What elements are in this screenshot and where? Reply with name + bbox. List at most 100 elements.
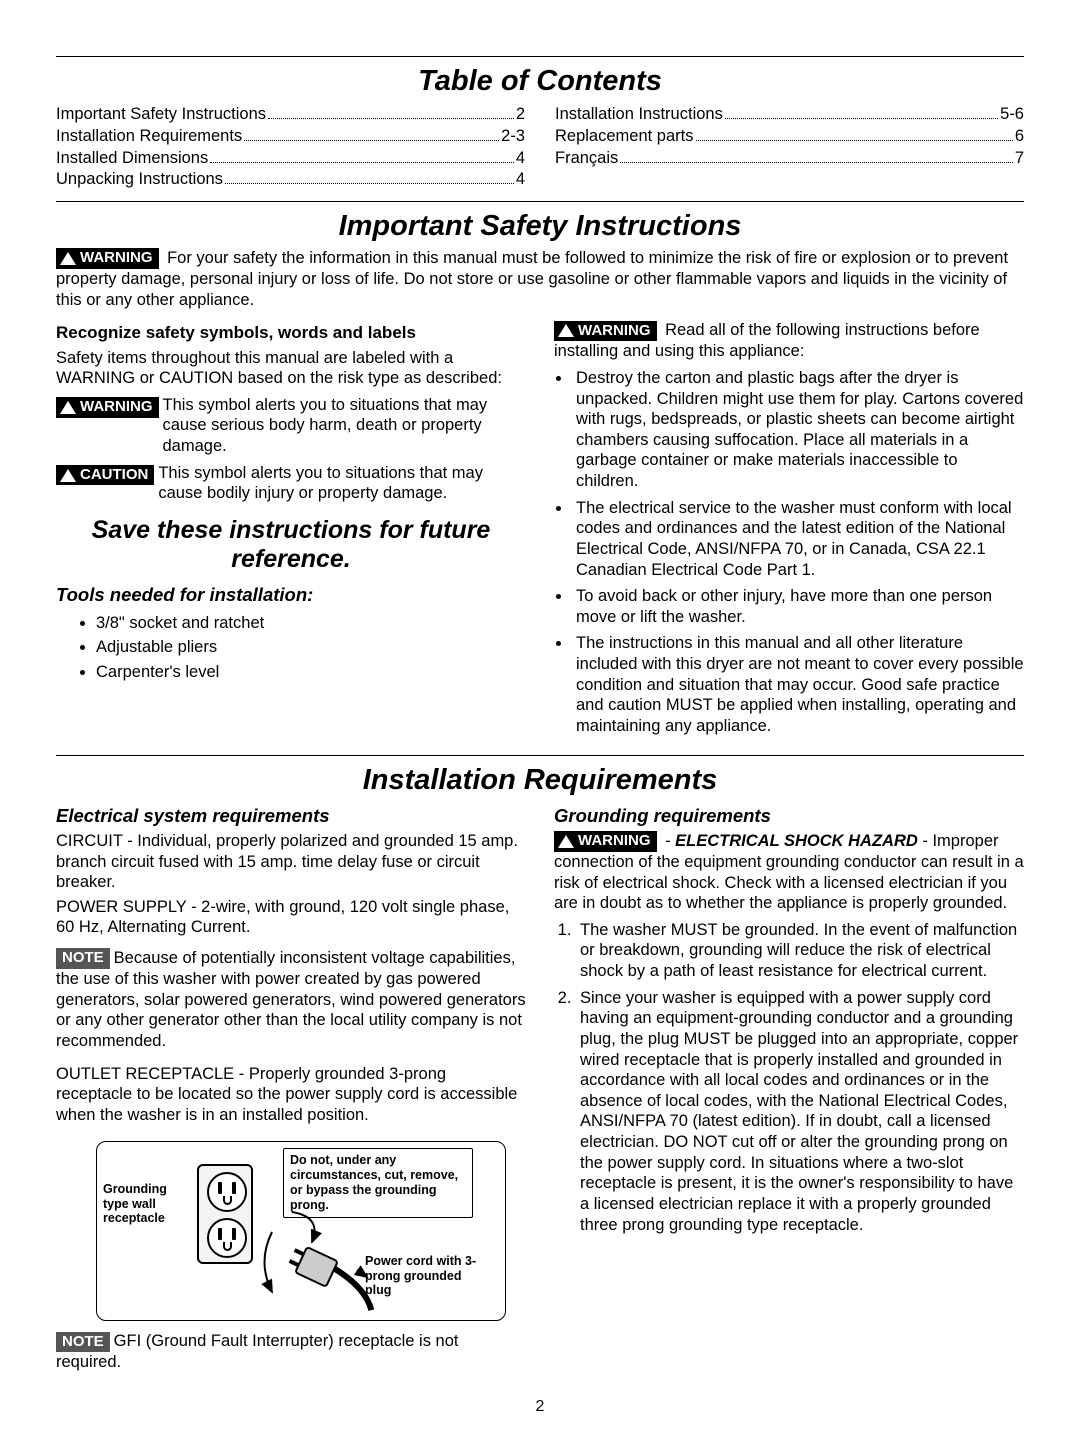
install-right-col: Grounding requirements WARNING - ELECTRI… [554,804,1024,1377]
recognize-body: Safety items throughout this manual are … [56,348,526,389]
caution-badge-text: CAUTION [80,466,148,485]
ground-warn-row: WARNING - ELECTRICAL SHOCK HAZARD - Impr… [554,831,1024,914]
warning-symbol-row: WARNING This symbol alerts you to situat… [56,395,526,457]
warning-badge-text: WARNING [578,322,651,341]
note-badge: NOTE [56,1332,110,1353]
elec-note-text: Because of potentially inconsistent volt… [56,949,526,1050]
warning-badge: WARNING [554,321,657,342]
ground-heading: Grounding requirements [554,804,1024,827]
toc-page: 5-6 [1000,104,1024,125]
divider-rule-1 [56,201,1024,202]
warning-desc-text: This symbol alerts you to situations tha… [163,395,527,457]
toc-page: 7 [1015,148,1024,169]
caution-badge: CAUTION [56,465,154,486]
install-left-col: Electrical system requirements CIRCUIT -… [56,804,526,1377]
toc-row: Installed Dimensions 4 [56,148,525,169]
toc-page: 6 [1015,126,1024,147]
outlet-graphic [197,1164,253,1264]
toc-row: Installation Requirements 2-3 [56,126,525,147]
toc-right-col: Installation Instructions 5-6Replacement… [555,103,1024,191]
elec-heading: Electrical system requirements [56,804,526,827]
toc-row: Installation Instructions 5-6 [555,104,1024,125]
tool-item: Carpenter's level [96,662,526,683]
toc-dots [244,140,499,141]
toc-dots [620,162,1013,163]
caution-desc-text: This symbol alerts you to situations tha… [158,463,526,504]
outlet-diagram: Grounding type wall receptacle Do not, u… [96,1141,506,1321]
install-req-heading: Installation Requirements [56,762,1024,798]
toc-label: Replacement parts [555,126,694,147]
safety-bullet: The electrical service to the washer mus… [572,498,1024,581]
grounding-item: Since your washer is equipped with a pow… [576,988,1024,1236]
diagram-plug-label: Power cord with 3-prong grounded plug [365,1254,485,1297]
divider-rule-2 [56,755,1024,756]
toc-label: Unpacking Instructions [56,169,223,190]
toc-dots [725,118,998,119]
safety-bullet: Destroy the carton and plastic bags afte… [572,368,1024,492]
gfi-note-row: NOTEGFI (Ground Fault Interrupter) recep… [56,1331,526,1373]
elec-circuit: CIRCUIT - Individual, properly polarized… [56,831,526,893]
ground-hazard-text: ELECTRICAL SHOCK HAZARD [675,832,918,850]
warning-badge-text: WARNING [578,832,651,851]
toc-label: Installation Instructions [555,104,723,125]
safety-top-paragraph: WARNING For your safety the information … [56,248,1024,310]
save-instructions-heading: Save these instructions for future refer… [56,516,526,574]
safety-bullet: The instructions in this manual and all … [572,633,1024,736]
tool-item: 3/8" socket and ratchet [96,613,526,634]
toc-label: Installed Dimensions [56,148,208,169]
safety-left-col: Recognize safety symbols, words and labe… [56,316,526,742]
tools-heading: Tools needed for installation: [56,583,526,606]
note-badge: NOTE [56,948,110,969]
diagram-receptacle-label: Grounding type wall receptacle [103,1182,189,1225]
tools-list: 3/8" socket and ratchet Adjustable pliers… [56,613,526,683]
caution-triangle-icon [60,469,76,482]
right-warn-intro: WARNING Read all of the following instru… [554,320,1024,362]
elec-power: POWER SUPPLY - 2-wire, with ground, 120 … [56,897,526,938]
page-number: 2 [56,1397,1024,1417]
toc-row: Important Safety Instructions 2 [56,104,525,125]
toc-label: Important Safety Instructions [56,104,266,125]
toc-row: Français 7 [555,148,1024,169]
toc-page: 4 [516,169,525,190]
toc-dots [268,118,514,119]
toc-label: Installation Requirements [56,126,242,147]
elec-outlet: OUTLET RECEPTACLE - Properly grounded 3-… [56,1064,526,1126]
toc-heading: Table of Contents [56,63,1024,99]
safety-top-text: For your safety the information in this … [56,249,1008,309]
toc-page: 2-3 [501,126,525,147]
warning-badge: WARNING [56,248,159,269]
warning-badge-text: WARNING [80,398,153,417]
plug-graphic [252,1202,382,1312]
warning-triangle-icon [60,252,76,265]
gfi-note-text: GFI (Ground Fault Interrupter) receptacl… [56,1332,458,1371]
safety-right-col: WARNING Read all of the following instru… [554,316,1024,742]
grounding-item: The washer MUST be grounded. In the even… [576,920,1024,982]
safety-heading: Important Safety Instructions [56,208,1024,244]
toc-dots [696,140,1013,141]
safety-columns: Recognize safety symbols, words and labe… [56,316,1024,742]
toc-left-col: Important Safety Instructions 2Installat… [56,103,525,191]
tool-item: Adjustable pliers [96,637,526,658]
caution-symbol-row: CAUTION This symbol alerts you to situat… [56,463,526,504]
safety-bullet: To avoid back or other injury, have more… [572,586,1024,627]
recognize-heading: Recognize safety symbols, words and labe… [56,322,526,343]
warning-badge: WARNING [56,397,159,418]
warning-badge: WARNING [554,831,657,852]
warning-triangle-icon [558,835,574,848]
toc-dots [225,183,514,184]
right-bullet-list: Destroy the carton and plastic bags afte… [554,368,1024,737]
toc-page: 4 [516,148,525,169]
toc-row: Replacement parts 6 [555,126,1024,147]
toc-label: Français [555,148,618,169]
toc-dots [210,162,514,163]
install-columns: Electrical system requirements CIRCUIT -… [56,804,1024,1377]
grounding-list: The washer MUST be grounded. In the even… [554,920,1024,1235]
toc-container: Important Safety Instructions 2Installat… [56,103,1024,191]
warning-triangle-icon [558,324,574,337]
elec-note-row: NOTEBecause of potentially inconsistent … [56,948,526,1052]
toc-row: Unpacking Instructions 4 [56,169,525,190]
toc-page: 2 [516,104,525,125]
top-rule [56,56,1024,57]
warning-badge-text: WARNING [80,249,153,268]
warning-triangle-icon [60,401,76,414]
